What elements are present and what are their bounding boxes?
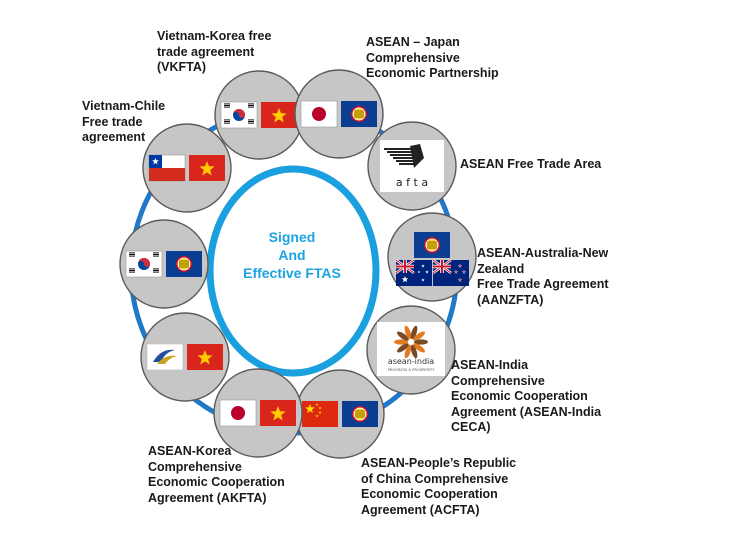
agreement-node-aifta: asean-india PROGRESS & PROSPERITY <box>366 305 456 395</box>
agreement-node-afta: a f t a <box>367 121 457 211</box>
asean-flag <box>341 101 377 127</box>
chile-flag <box>148 154 186 182</box>
node-circle <box>294 69 384 159</box>
asean-india-logo: asean-india PROGRESS & PROSPERITY <box>377 322 445 376</box>
asean-india-logo-subtext: PROGRESS & PROSPERITY <box>388 368 436 372</box>
node-circle <box>213 368 303 458</box>
japan-flag <box>219 399 257 427</box>
agreement-node-akfta <box>213 368 303 458</box>
label-ajcep: ASEAN – Japan Comprehensive Economic Par… <box>366 35 499 80</box>
vietnam-flag <box>260 400 296 426</box>
node-circle <box>140 312 230 402</box>
center-title-line-1: Signed <box>268 229 316 245</box>
asean-flag <box>414 232 450 258</box>
label-vcfta: Vietnam-Chile Free trade agreement <box>82 99 166 144</box>
agreement-node-aanzfta <box>387 212 477 302</box>
agreement-node-vkfta <box>214 70 304 160</box>
vietnam-flag <box>189 155 225 181</box>
node-circle <box>119 219 209 309</box>
agreement-node-korea-asean <box>119 219 209 309</box>
label-aifta: ASEAN-India Comprehensive Economic Coope… <box>451 358 602 434</box>
korea-flag <box>125 250 163 278</box>
agreement-node-eaeu <box>140 312 230 402</box>
agreement-node-vcfta <box>142 123 232 213</box>
afta-logo-text: a f t a <box>396 176 428 189</box>
new-zealand-flag <box>432 258 469 286</box>
australia-flag <box>395 258 432 286</box>
eaeu-logo <box>146 343 184 371</box>
vietnam-flag <box>187 344 223 370</box>
vietnam-flag <box>261 102 297 128</box>
afta-logo: a f t a <box>380 140 444 192</box>
asean-flag <box>166 251 202 277</box>
agreement-nodes: a f t a asean-india PROGRESS & PROSPERITY <box>119 69 477 459</box>
korea-flag <box>220 101 258 129</box>
label-afta: ASEAN Free Trade Area <box>460 157 602 171</box>
center-title-line-3: Effective FTAS <box>243 265 341 281</box>
center-ellipse <box>206 165 380 377</box>
china-flag <box>302 401 338 427</box>
node-circle <box>142 123 232 213</box>
agreement-node-ajcep <box>294 69 384 159</box>
center-title-line-2: And <box>278 247 306 263</box>
center-title: Signed And Effective FTAS <box>222 228 362 282</box>
agreement-node-acfta <box>295 369 385 459</box>
asean-india-logo-text: asean-india <box>388 357 434 366</box>
label-aanzfta: ASEAN-Australia-New Zealand Free Trade A… <box>477 246 609 307</box>
japan-flag <box>300 100 338 128</box>
label-akfta: ASEAN-Korea Comprehensive Economic Coope… <box>148 444 285 505</box>
asean-flag <box>342 401 378 427</box>
label-vkfta: Vietnam-Korea free trade agreement (VKFT… <box>157 29 272 74</box>
label-acfta: ASEAN-People’s Republic of China Compreh… <box>361 456 517 517</box>
